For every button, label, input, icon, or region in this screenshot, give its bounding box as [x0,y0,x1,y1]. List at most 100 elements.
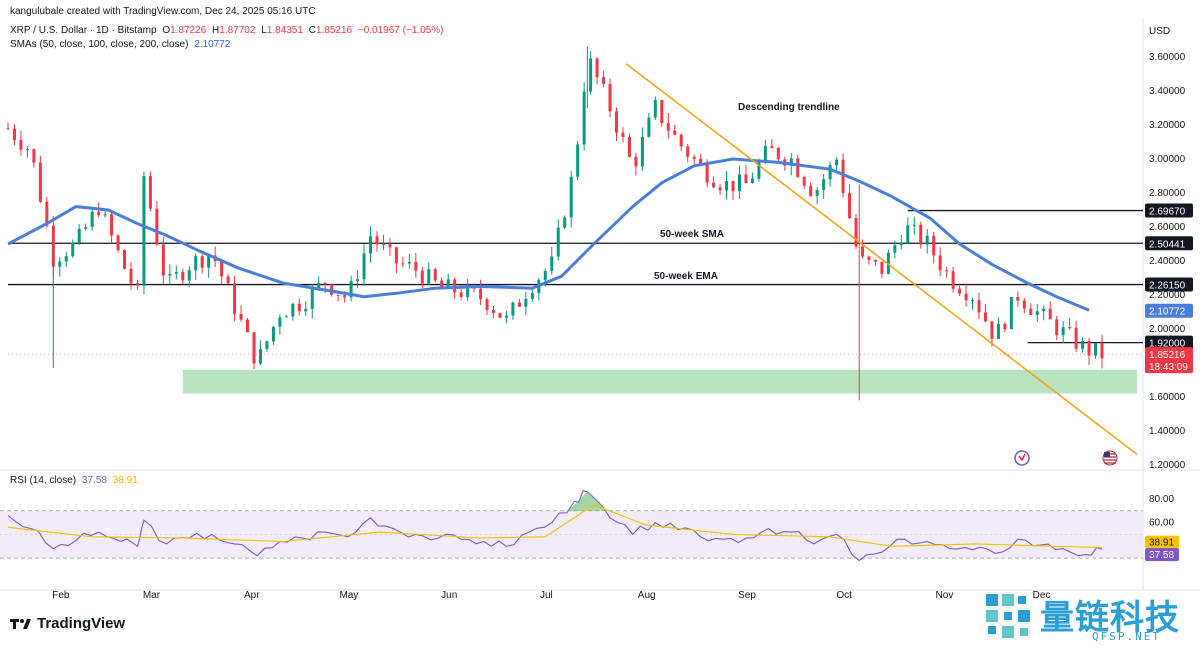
candle-body [563,217,567,228]
candle-body [634,156,638,167]
x-tick-label: Dec [1033,590,1051,601]
candle-body [343,295,347,298]
y-tick-label: 1.40000 [1149,426,1186,437]
candle-body [310,288,314,309]
candle-body [220,261,224,277]
candle-body [725,181,729,191]
candle-body [479,288,483,300]
candle-body [964,293,968,301]
candle-body [958,288,962,294]
candle-body [621,132,625,138]
price-level-badge [1145,203,1193,218]
candle-body [168,273,172,276]
candle-body [550,256,554,271]
candle-body [1081,340,1085,349]
candle-body [569,176,573,218]
candle-body [835,159,839,166]
candle-body [763,146,767,163]
y-tick-label: 2.60000 [1149,222,1186,233]
candle-body [19,139,23,150]
watermark-sub: QFSP.NET [1092,630,1161,643]
candle-body [595,58,599,78]
price-level-label: 1.92000 [1149,339,1186,350]
sma-legend[interactable]: SMAs (50, close, 100, close, 200, close)… [10,39,231,50]
candle-body [951,271,955,289]
candle-body [71,242,75,257]
events-icon [1014,450,1030,466]
y-tick-label: 1.60000 [1149,392,1186,403]
candle-body [84,227,88,229]
candle-body [12,128,16,140]
x-tick-label: May [339,590,358,601]
candle-body [278,317,282,327]
candle-body [369,236,373,254]
candle-body [330,284,334,295]
candle-body [673,130,677,135]
y-tick-label: 2.80000 [1149,188,1186,199]
candle-body [945,270,949,272]
candle-body [977,300,981,313]
candle-body [815,189,819,197]
rsi-legend[interactable]: RSI (14, close) 37.58 38.91 [10,475,138,486]
y-tick-label: 3.40000 [1149,86,1186,97]
candle-body [556,227,560,257]
rsi-badge-label: 37.58 [1149,550,1174,561]
candle-body [1003,323,1007,330]
candle-body [543,270,547,281]
candle-body [906,225,910,243]
last-price-label: 1.85216 [1149,350,1186,361]
candle-body [712,182,716,188]
candle-body [135,283,139,286]
candle-body [459,292,463,298]
candle-body [200,256,204,268]
symbol-line: XRP / U.S. Dollar · 1D · Bitstamp O1.872… [10,25,444,36]
candle-body [304,308,308,312]
candle-body [893,245,897,253]
candle-body [692,156,696,159]
candle-body [938,255,942,271]
candle-body [660,100,664,123]
candle-body [796,158,800,178]
candle-body [1087,340,1091,356]
candle-body [271,326,275,342]
candle-body [440,280,444,287]
candle-body [1100,343,1104,359]
sma-badge [1145,303,1193,318]
candle-body [492,310,496,313]
rsi-tick-label: 80.00 [1149,494,1174,505]
candle-body [6,128,10,130]
symbol-name: XRP / U.S. Dollar · 1D · Bitstamp [10,25,157,36]
candle-body [971,300,975,302]
candle-body [912,224,916,226]
tradingview-logo[interactable]: TradingView [10,615,125,632]
candle-body [822,179,826,190]
candle-body [226,276,230,284]
candle-body [1009,296,1013,330]
candle-body [297,303,301,312]
candle-body [181,271,185,281]
watermark: 量链科技 QFSP.NET [982,588,1192,644]
candle-body [990,321,994,339]
tradingview-logo-icon [10,618,31,629]
candle-body [828,165,832,180]
rsi-ma-badge [1145,535,1179,549]
candle-body [789,158,793,166]
y-tick-label: 2.20000 [1149,290,1186,301]
candle-body [504,315,508,318]
rsi-tick-label: 60.00 [1149,518,1174,529]
candle-body [647,117,651,137]
price-level-badge [1145,335,1193,350]
candle-body [867,256,871,260]
candles [6,51,1104,369]
rsi-badge [1145,548,1179,562]
annotation-ema: 50-week EMA [654,271,718,282]
candle-body [433,269,437,281]
rsi-ma-legend-value: 38.91 [112,475,138,486]
y-tick-label: 3.20000 [1149,120,1186,131]
x-tick-label: Feb [52,590,70,601]
candle-body [239,313,243,320]
candle-body [1042,308,1046,312]
candle-body [129,268,133,284]
candle-body [848,193,852,219]
